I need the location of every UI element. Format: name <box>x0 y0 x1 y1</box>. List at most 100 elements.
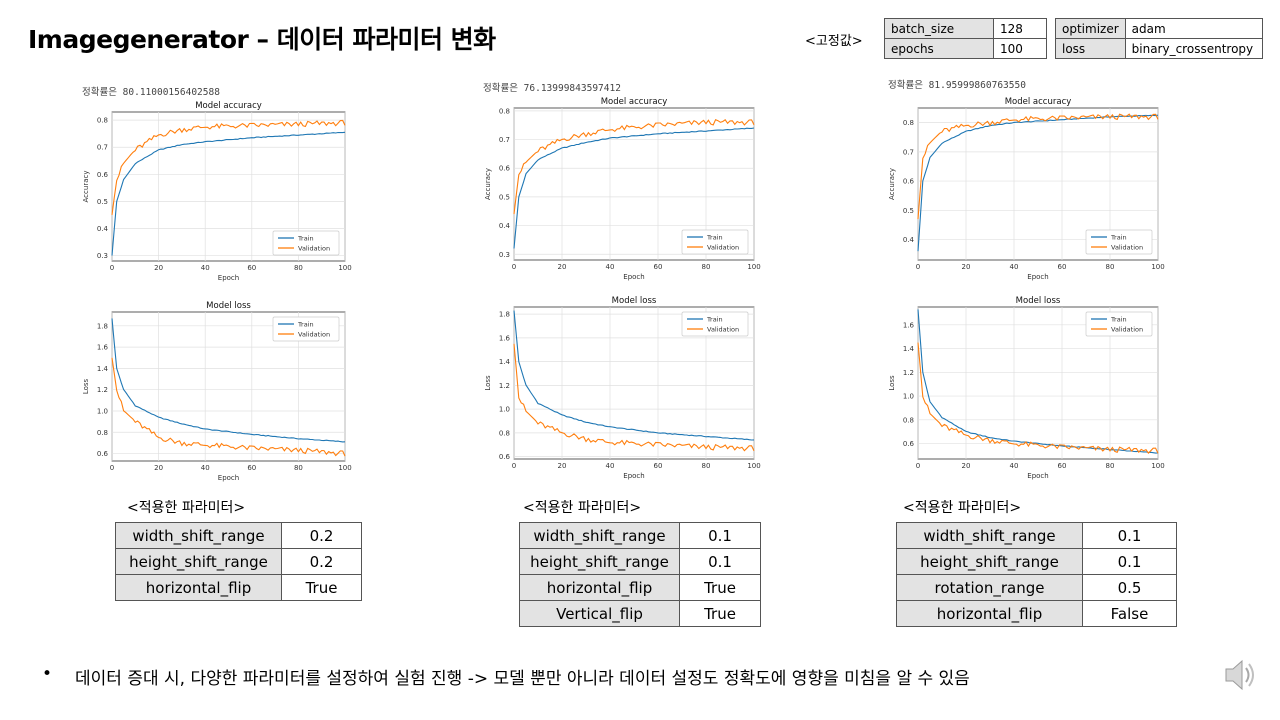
fixed-param-value: adam <box>1124 18 1263 39</box>
y-tick-label: 1.4 <box>499 358 511 366</box>
chart-accuracy-3: 0 20 40 60 80 100 0.4 0.5 0.6 0.7 0.8 Model accurac… <box>888 97 1165 281</box>
y-tick-label: 0.4 <box>97 225 109 233</box>
param-key: height_shift_range <box>519 548 680 575</box>
series-line-train <box>111 131 346 256</box>
y-tick-label: 0.7 <box>499 136 510 144</box>
series-line-validation <box>111 119 346 215</box>
table-row: epochs 100 <box>884 38 1047 59</box>
table-row: Vertical_flip True <box>519 600 761 627</box>
chart-accuracy-2: 0 20 40 60 80 100 0.3 0.4 0.5 0.6 0.7 0.8 Model accu… <box>484 97 761 281</box>
accuracy-text-2: 정확률은 76.13999843597412 <box>483 83 621 94</box>
legend-label: Validation <box>1111 326 1143 334</box>
x-tick-label: 60 <box>247 464 256 472</box>
y-tick-label: 1.4 <box>903 345 915 353</box>
y-tick-label: 1.0 <box>97 407 108 415</box>
chart-loss-3: 0 20 40 60 80 100 0.6 0.8 1.0 1.2 1.4 1.6 1.8 Model l… <box>484 296 761 480</box>
param-key: width_shift_range <box>115 522 282 549</box>
y-tick-label: 0.8 <box>499 429 510 437</box>
speaker-icon[interactable] <box>1222 655 1258 699</box>
fixed-params-table-right: optimizer adam loss binary_crossentropy <box>1055 18 1263 59</box>
fixed-params-table-left: batch_size 128 epochs 100 <box>884 18 1047 59</box>
legend-label: Validation <box>707 326 739 334</box>
x-tick-label: 20 <box>962 462 971 470</box>
x-tick-label: 40 <box>1010 263 1019 271</box>
params-table-2: width_shift_range 0.1 height_shift_range 0… <box>519 522 761 627</box>
table-row: height_shift_range 0.1 <box>519 548 761 575</box>
y-tick-label: 1.4 <box>97 365 109 373</box>
params-table-1: width_shift_range 0.2 height_shift_range 0… <box>115 522 362 601</box>
x-tick-label: 60 <box>247 264 256 272</box>
table-row: rotation_range 0.5 <box>896 574 1177 601</box>
x-tick-label: 100 <box>747 263 760 271</box>
x-tick-label: 40 <box>606 263 615 271</box>
legend-label: Validation <box>298 245 330 253</box>
series-line-validation <box>513 343 755 452</box>
x-tick-label: 80 <box>294 264 303 272</box>
x-tick-label: 0 <box>110 464 114 472</box>
y-tick-label: 1.8 <box>499 311 510 319</box>
param-label-2: <적용한 파라미터> <box>523 500 642 516</box>
legend-box <box>1085 311 1153 337</box>
bullet-dot-icon: • <box>42 664 53 684</box>
param-label-1: <적용한 파라미터> <box>127 500 246 516</box>
y-tick-label: 1.6 <box>499 334 511 342</box>
y-tick-label: 0.7 <box>903 148 914 156</box>
legend-label: Validation <box>1111 244 1143 252</box>
x-tick-label: 60 <box>654 263 663 271</box>
y-tick-label: 0.4 <box>499 222 511 230</box>
legend-box <box>681 229 749 255</box>
series-line-validation <box>513 118 755 215</box>
chart-title: Model accuracy <box>1005 97 1072 107</box>
param-value: 0.1 <box>1082 548 1177 575</box>
y-axis-label: Accuracy <box>484 168 492 200</box>
x-axis-label: Epoch <box>218 474 239 482</box>
param-key: horizontal_flip <box>519 574 680 601</box>
x-tick-label: 0 <box>916 263 920 271</box>
x-tick-label: 20 <box>154 264 163 272</box>
x-axis-label: Epoch <box>1027 273 1048 281</box>
x-tick-label: 100 <box>1151 462 1164 470</box>
y-tick-label: 1.2 <box>97 386 108 394</box>
x-tick-label: 80 <box>1106 462 1115 470</box>
y-tick-label: 0.6 <box>903 440 915 448</box>
fixed-param-key: loss <box>1055 38 1126 59</box>
x-tick-label: 40 <box>1010 462 1019 470</box>
fixed-values-label: <고정값> <box>805 34 863 49</box>
param-label-3: <적용한 파라미터> <box>903 500 1022 516</box>
y-tick-label: 0.8 <box>903 416 914 424</box>
param-value: False <box>1082 600 1177 627</box>
legend-label: Train <box>297 235 314 243</box>
y-tick-label: 0.7 <box>97 144 108 152</box>
x-tick-label: 40 <box>201 264 210 272</box>
param-value: 0.5 <box>1082 574 1177 601</box>
param-value: 0.2 <box>281 548 362 575</box>
y-tick-label: 0.8 <box>903 119 914 127</box>
chart-title: Model accuracy <box>195 101 262 111</box>
param-value: True <box>281 574 362 601</box>
y-tick-label: 1.0 <box>903 393 914 401</box>
x-tick-label: 80 <box>702 263 711 271</box>
param-value: 0.1 <box>679 548 761 575</box>
y-tick-label: 0.4 <box>903 236 915 244</box>
legend-label: Validation <box>298 331 330 339</box>
x-tick-label: 20 <box>558 462 567 470</box>
table-row: width_shift_range 0.1 <box>896 522 1177 549</box>
x-axis-label: Epoch <box>1027 472 1048 480</box>
x-tick-label: 0 <box>916 462 920 470</box>
y-tick-label: 0.8 <box>499 107 510 115</box>
x-tick-label: 20 <box>154 464 163 472</box>
legend-label: Train <box>1110 234 1127 242</box>
legend-box <box>1085 229 1153 255</box>
fixed-param-value: 100 <box>993 38 1047 59</box>
y-tick-label: 0.5 <box>97 198 108 206</box>
table-row: height_shift_range 0.2 <box>115 548 362 575</box>
table-row: horizontal_flip True <box>115 574 362 601</box>
x-tick-label: 100 <box>1151 263 1164 271</box>
y-tick-label: 1.0 <box>499 406 510 414</box>
x-tick-label: 40 <box>201 464 210 472</box>
legend-box <box>272 316 340 342</box>
chart-title: Model loss <box>206 301 251 311</box>
param-key: horizontal_flip <box>115 574 282 601</box>
y-axis-label: Accuracy <box>82 171 90 203</box>
x-tick-label: 80 <box>294 464 303 472</box>
